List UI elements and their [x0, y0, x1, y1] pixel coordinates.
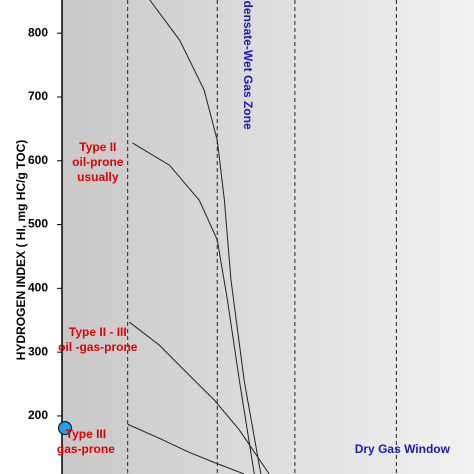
y-tick-label: 200: [28, 408, 48, 422]
y-tick-label: 500: [28, 217, 48, 231]
zone-label: Dry Gas Window: [355, 442, 451, 456]
curve: [127, 423, 245, 474]
curve: [149, 0, 262, 474]
type-label-line: Type III: [66, 427, 106, 441]
y-tick-label: 800: [28, 25, 48, 39]
type-label: Type II - III oil -gas-prone: [58, 325, 138, 354]
curve: [129, 321, 270, 474]
type-label-line: Type II - III: [69, 325, 127, 339]
plot-area: [62, 0, 474, 474]
sample-point: [57, 421, 72, 436]
y-tick-label: 600: [28, 153, 48, 167]
type-label-line: usually: [77, 170, 119, 184]
type-label-line: oil -gas-prone: [58, 340, 138, 354]
type-label-line: Type II: [79, 140, 116, 154]
type-label: Type II oil-prone usually: [72, 140, 124, 184]
curve: [132, 142, 255, 474]
y-tick-label: 400: [28, 281, 48, 295]
y-axis-label: HYDROGEN INDEX ( HI, mg HC/g TOC): [14, 140, 28, 360]
y-tick-label: 700: [28, 89, 48, 103]
y-tick-label: 300: [28, 344, 48, 358]
zone-label: densate-Wet Gas Zone: [241, 1, 255, 130]
type-label-line: gas-prone: [57, 442, 115, 456]
type-label: Type III gas-prone: [57, 427, 115, 456]
type-label-line: oil-prone: [72, 155, 124, 169]
